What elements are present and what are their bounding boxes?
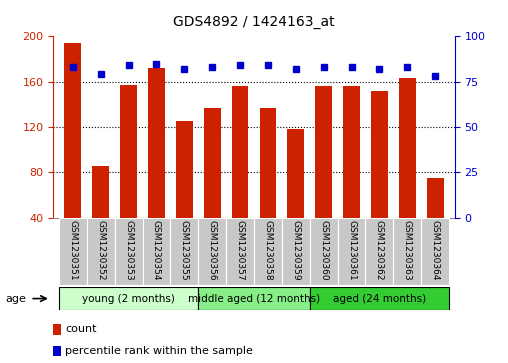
Bar: [176, 121, 193, 218]
Text: GSM1230356: GSM1230356: [208, 220, 217, 281]
Bar: [120, 85, 137, 218]
Text: GSM1230362: GSM1230362: [375, 220, 384, 280]
Bar: [427, 178, 443, 218]
Bar: [92, 166, 109, 218]
Bar: [204, 108, 220, 218]
Bar: [143, 218, 170, 285]
Text: count: count: [66, 325, 97, 334]
Bar: [393, 218, 421, 285]
Bar: [59, 287, 198, 310]
Bar: [343, 86, 360, 218]
Bar: [115, 218, 143, 285]
Text: GSM1230359: GSM1230359: [291, 220, 300, 281]
Text: GSM1230363: GSM1230363: [403, 220, 412, 281]
Text: GSM1230357: GSM1230357: [236, 220, 244, 281]
Text: GSM1230360: GSM1230360: [319, 220, 328, 281]
Text: GSM1230364: GSM1230364: [431, 220, 439, 280]
Bar: [371, 91, 388, 218]
Bar: [315, 86, 332, 218]
Bar: [226, 218, 254, 285]
Text: age: age: [5, 294, 26, 303]
Bar: [282, 218, 310, 285]
Bar: [338, 218, 365, 285]
Text: percentile rank within the sample: percentile rank within the sample: [66, 346, 253, 356]
Text: GDS4892 / 1424163_at: GDS4892 / 1424163_at: [173, 15, 335, 29]
Text: middle aged (12 months): middle aged (12 months): [188, 294, 320, 303]
Text: GSM1230355: GSM1230355: [180, 220, 189, 281]
Bar: [421, 218, 449, 285]
Bar: [310, 287, 449, 310]
Bar: [53, 346, 60, 356]
Text: GSM1230351: GSM1230351: [69, 220, 77, 281]
Text: young (2 months): young (2 months): [82, 294, 175, 303]
Bar: [198, 218, 226, 285]
Bar: [148, 68, 165, 218]
Text: GSM1230358: GSM1230358: [264, 220, 272, 281]
Bar: [254, 218, 282, 285]
Bar: [288, 129, 304, 218]
Text: aged (24 months): aged (24 months): [333, 294, 426, 303]
Text: GSM1230354: GSM1230354: [152, 220, 161, 280]
Bar: [310, 218, 338, 285]
Bar: [365, 218, 393, 285]
Bar: [170, 218, 198, 285]
Bar: [198, 287, 310, 310]
Bar: [87, 218, 115, 285]
Bar: [65, 43, 81, 218]
Bar: [53, 324, 60, 335]
Text: GSM1230361: GSM1230361: [347, 220, 356, 281]
Bar: [59, 218, 87, 285]
Bar: [232, 86, 248, 218]
Text: GSM1230352: GSM1230352: [96, 220, 105, 280]
Bar: [399, 78, 416, 218]
Bar: [260, 108, 276, 218]
Text: GSM1230353: GSM1230353: [124, 220, 133, 281]
